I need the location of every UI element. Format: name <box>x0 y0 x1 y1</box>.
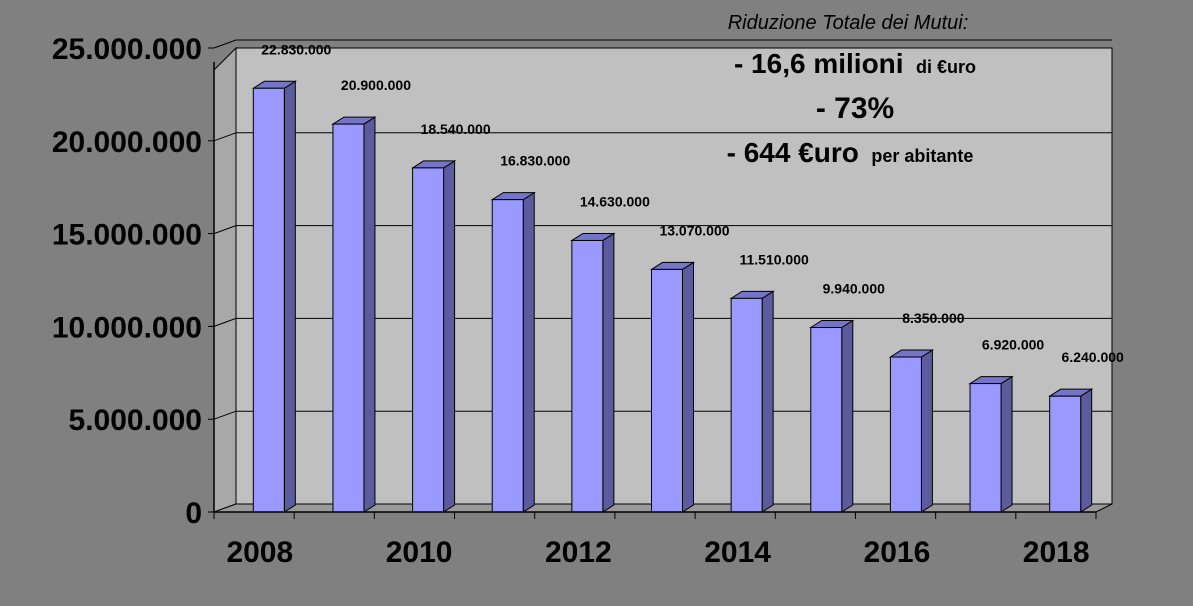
y-tick-label: 25.000.000 <box>52 33 202 66</box>
bar-side <box>443 159 456 513</box>
data-label: 13.070.000 <box>659 222 729 238</box>
bar <box>1047 388 1094 513</box>
bar-side <box>602 232 615 513</box>
annotation-line-1-main: - 16,6 milioni <box>734 48 904 79</box>
y-tick-label: 20.000.000 <box>52 126 202 159</box>
bar <box>570 232 616 513</box>
y-tick-label: 10.000.000 <box>52 311 202 344</box>
bar <box>410 159 457 513</box>
annotation-title: Riduzione Totale dei Mutui: <box>728 12 969 34</box>
bar-front <box>810 327 843 513</box>
data-label: 6.920.000 <box>982 337 1044 353</box>
data-label: 16.830.000 <box>500 153 570 169</box>
grid-line-side <box>213 225 237 235</box>
bar <box>968 375 1014 513</box>
annotation-line-1: - 16,6 milioni di €uro <box>734 48 976 79</box>
data-label: 20.900.000 <box>341 77 411 93</box>
data-label: 11.510.000 <box>739 251 809 267</box>
bar <box>649 261 696 513</box>
annotation-line-3-small: per abitante <box>871 146 973 166</box>
bar-side <box>363 116 376 513</box>
bar-front <box>571 239 604 513</box>
bar-side <box>761 290 774 513</box>
grid-line-side <box>213 317 237 327</box>
bar-side <box>1000 375 1013 513</box>
bar-side <box>920 349 933 513</box>
grid-line-side <box>213 132 237 142</box>
data-label: 22.830.000 <box>261 41 331 57</box>
bar <box>490 191 536 513</box>
bar <box>251 80 298 513</box>
x-tick-label: 2012 <box>545 536 612 569</box>
data-label: 6.240.000 <box>1062 349 1124 365</box>
annotation-line-2: - 73% <box>816 92 894 125</box>
bar-front <box>969 383 1002 513</box>
x-tick-label: 2018 <box>1023 536 1090 569</box>
bar-side <box>1080 388 1093 513</box>
bar-front <box>332 123 365 513</box>
data-label: 18.540.000 <box>421 121 491 137</box>
bar <box>331 116 377 513</box>
y-tick-label: 5.000.000 <box>69 404 202 437</box>
bar-side <box>841 319 854 513</box>
annotation-line-1-small: di €uro <box>916 57 976 77</box>
data-label: 14.630.000 <box>580 193 650 209</box>
bar-front <box>491 199 524 513</box>
side-wall <box>213 46 237 513</box>
bar-side <box>522 191 535 513</box>
bars <box>251 80 1094 513</box>
bar-side <box>682 261 694 513</box>
axes: 0 5.000.000 10.000.000 15.000.000 20.000.000… <box>52 33 1097 569</box>
x-tick-label: 2010 <box>386 536 453 569</box>
bar-front <box>252 87 285 513</box>
data-label: 9.940.000 <box>823 281 885 297</box>
bar-front <box>651 268 683 513</box>
x-tick-label: 2014 <box>704 536 771 569</box>
annotation-line-3: - 644 €uro per abitante <box>727 137 974 168</box>
grid-line-side <box>213 410 237 420</box>
y-tick-label: 0 <box>185 497 202 530</box>
grid-line-side <box>213 39 237 49</box>
bar <box>809 319 855 513</box>
data-labels: 22.830.000 20.900.000 18.540.000 16.830.000… <box>261 41 1124 365</box>
bar-front <box>412 167 445 513</box>
bar-side <box>283 80 296 513</box>
bar-front <box>1049 395 1082 513</box>
x-tick-label: 2016 <box>864 536 931 569</box>
bar-front <box>889 356 922 513</box>
data-label: 8.350.000 <box>902 310 964 326</box>
bar <box>888 349 935 513</box>
x-tick-label: 2008 <box>226 536 293 569</box>
annotation-line-3-main: - 644 €uro <box>727 137 859 168</box>
bar <box>729 290 775 513</box>
y-tick-label: 15.000.000 <box>52 219 202 252</box>
bar-front <box>730 297 763 513</box>
annotation-box: Riduzione Totale dei Mutui: - 16,6 milio… <box>727 12 976 168</box>
